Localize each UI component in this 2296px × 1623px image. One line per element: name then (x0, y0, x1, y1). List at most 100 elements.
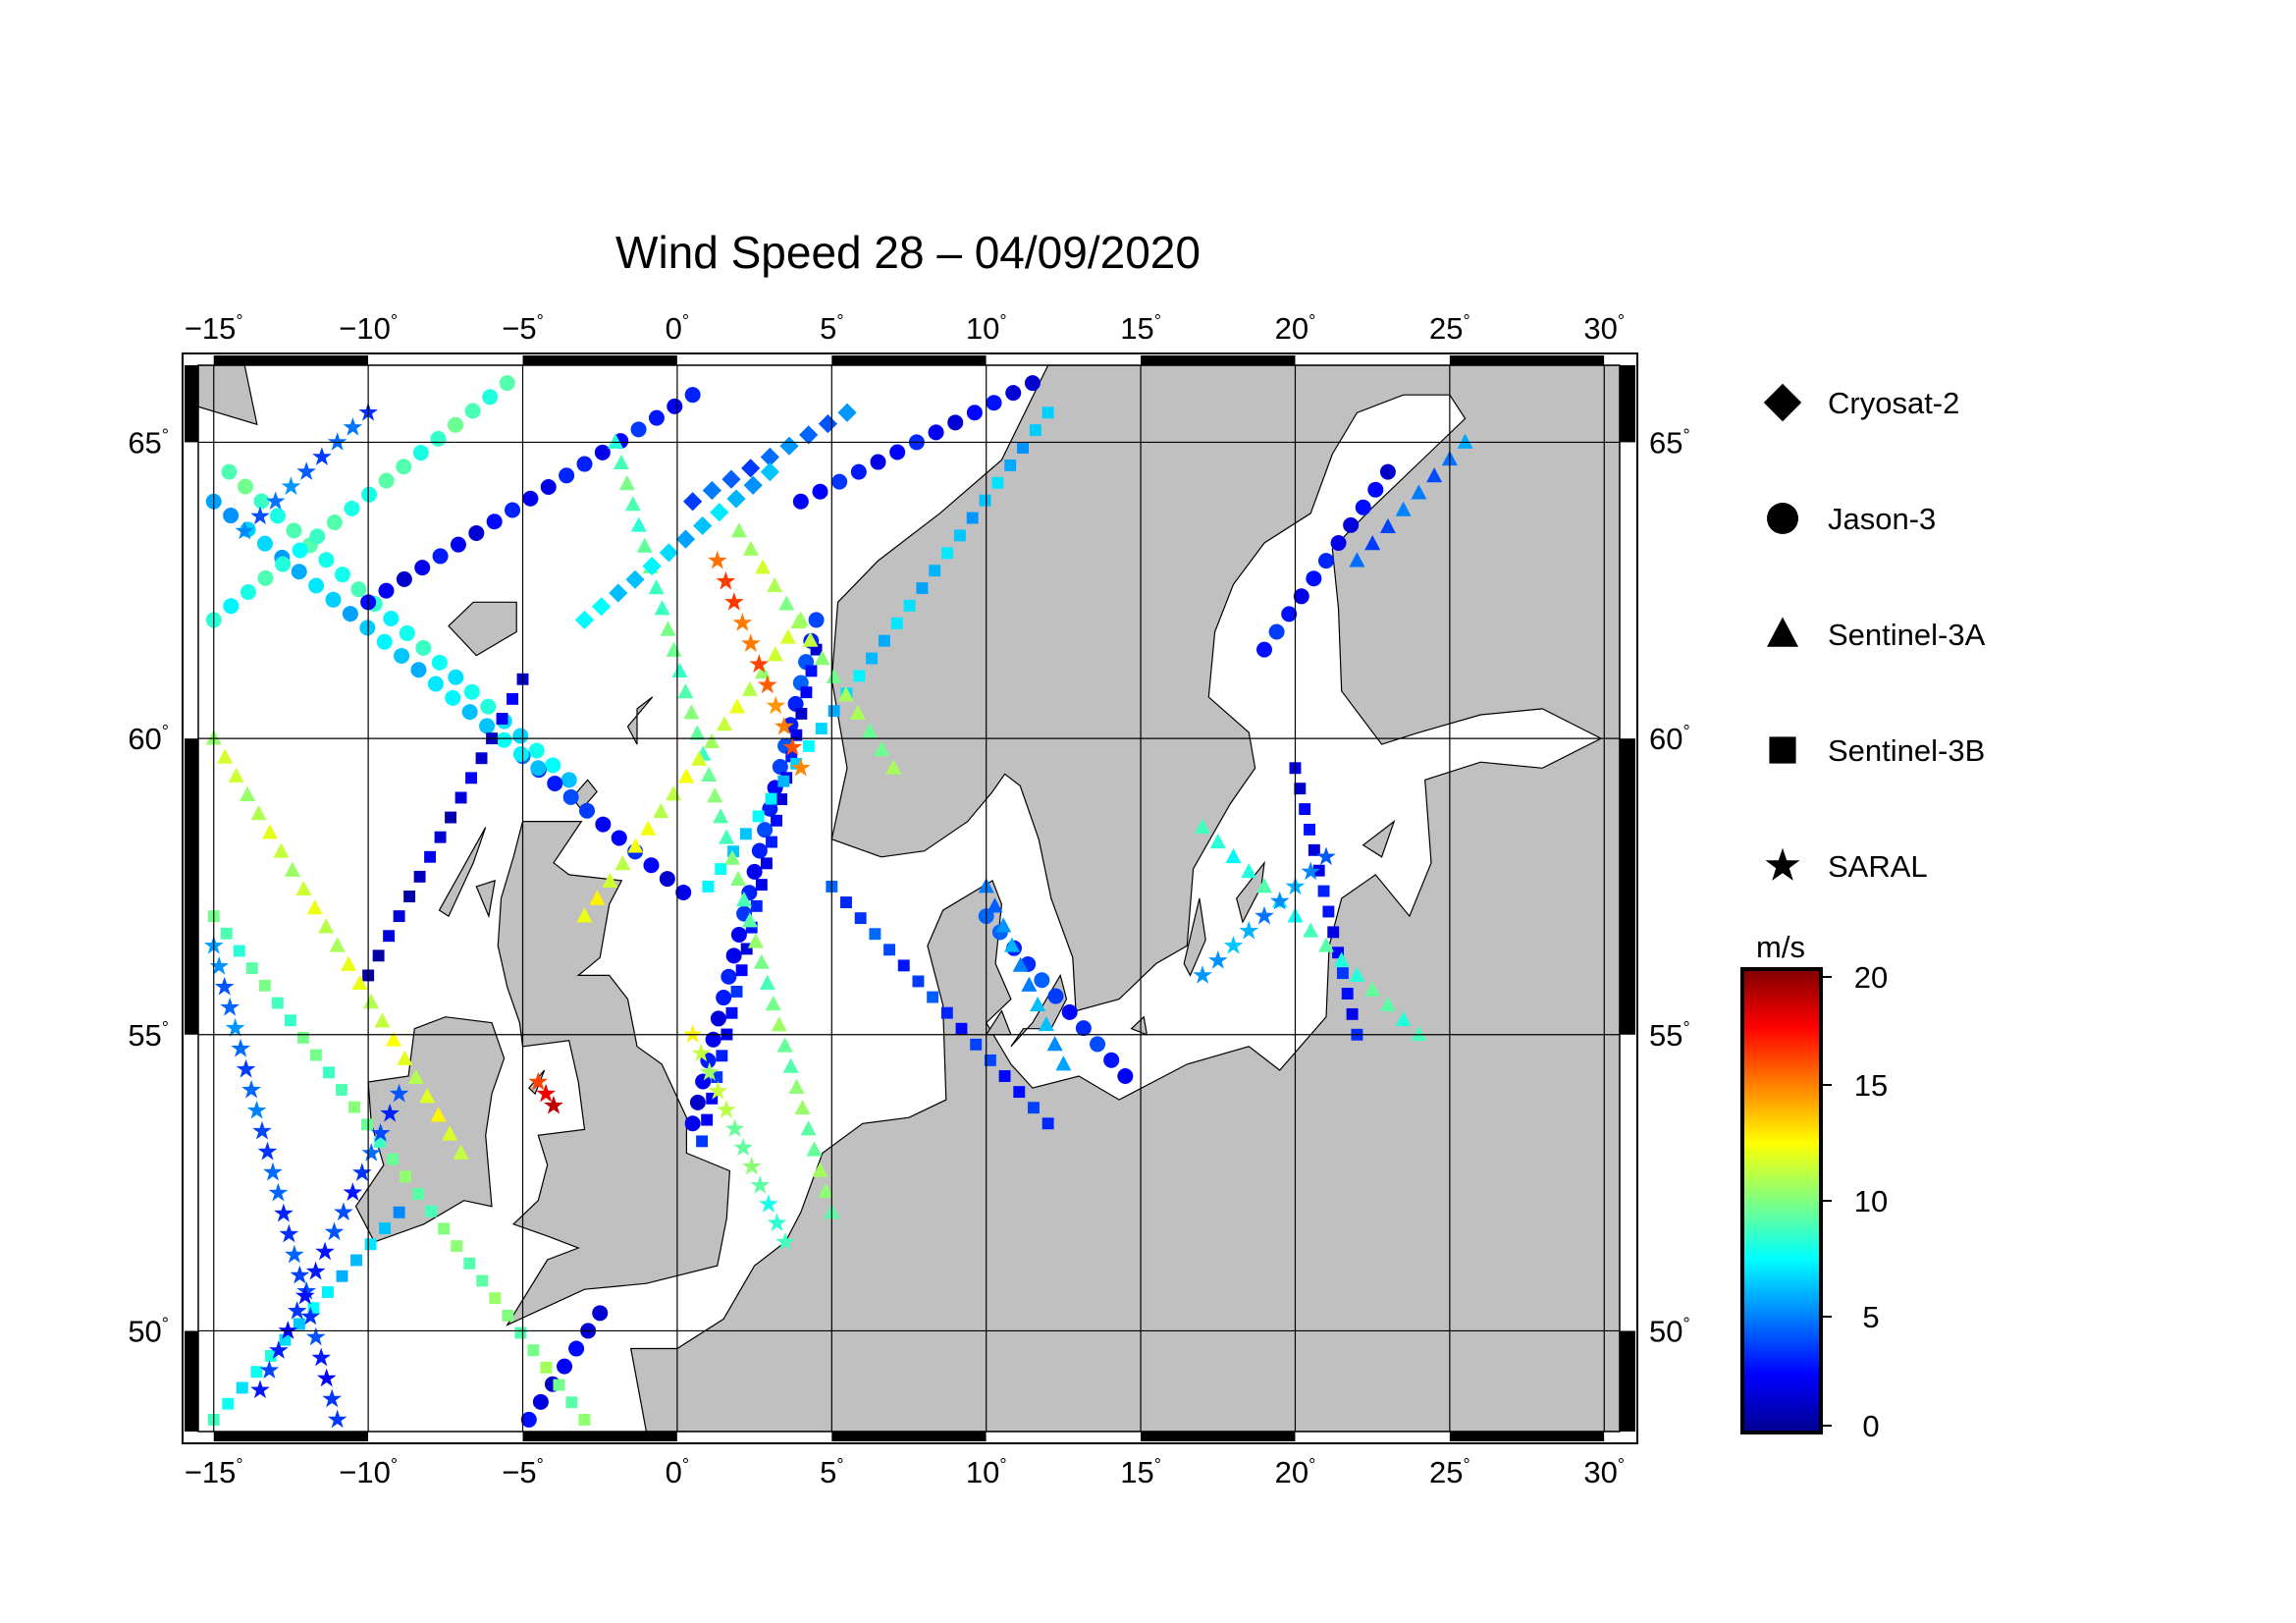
track-sentinel-3b (702, 406, 1054, 893)
square-data-point (929, 565, 941, 577)
triangle-data-point (724, 849, 741, 865)
square-data-point (374, 1136, 387, 1148)
colorbar-tick-label: 0 (1862, 1409, 1879, 1443)
colorbar-gradient (1740, 967, 1823, 1434)
star-data-point (1193, 965, 1212, 984)
star-data-point (380, 1103, 400, 1122)
square-data-point (979, 494, 991, 507)
square-data-point (307, 1302, 320, 1315)
circle-data-point (318, 552, 335, 568)
circle-data-point (594, 444, 611, 460)
circle-data-point (445, 689, 461, 706)
square-data-point (883, 944, 896, 956)
square-data-point (463, 1257, 476, 1270)
triangle-data-point (295, 880, 312, 896)
star-data-point (741, 633, 761, 652)
frame-bar-bottom (1604, 1432, 1620, 1441)
star-data-point (1223, 935, 1244, 954)
square-data-point (1013, 1086, 1026, 1099)
circle-data-point (383, 610, 400, 626)
star-data-point (300, 1306, 321, 1325)
triangle-data-point (849, 704, 866, 720)
star-data-point (241, 1079, 261, 1099)
triangle-data-point (995, 917, 1012, 933)
square-data-point (854, 912, 867, 925)
circle-data-point (291, 564, 307, 580)
square-data-point (364, 1238, 377, 1251)
square-data-point (1308, 843, 1320, 856)
circle-data-point (308, 577, 325, 594)
circle-data-point (359, 620, 376, 636)
track-sentinel-3a (1195, 818, 1427, 1042)
circle-data-point (751, 842, 768, 859)
diamond-data-point (625, 569, 645, 589)
circle-data-point (378, 472, 395, 489)
square-data-point (296, 1031, 309, 1044)
circle-data-point (530, 760, 547, 777)
track-jason-3 (978, 908, 1134, 1084)
star-data-point (741, 1156, 762, 1175)
square-data-point (271, 997, 284, 1009)
square-data-point (805, 665, 818, 677)
triangle-data-point (640, 820, 657, 836)
triangle-data-point (654, 600, 670, 616)
square-data-point (998, 1070, 1011, 1082)
triangle-data-point (419, 1088, 436, 1104)
lon-tick-label-top: −10° (339, 311, 398, 346)
lon-tick-label-bottom: 25° (1429, 1455, 1470, 1489)
star-data-point (361, 1143, 382, 1162)
circle-data-point (344, 500, 360, 516)
circle-data-point (1367, 481, 1384, 498)
square-data-point (878, 634, 890, 647)
triangle-data-point (329, 937, 346, 952)
circle-data-point (725, 947, 742, 964)
triangle-data-point (778, 595, 795, 611)
star-data-point (370, 1123, 391, 1142)
lat-tick-label-left: 65° (128, 425, 169, 460)
triangle-data-point (660, 621, 676, 636)
circle-data-point (947, 414, 964, 431)
colorbar-ticks: 0 5 10 15 20 (1821, 960, 1888, 1443)
square-data-point (869, 928, 881, 941)
diamond-data-point (693, 515, 713, 536)
triangle-data-point (782, 1057, 799, 1073)
square-data-point (1017, 442, 1029, 454)
star-data-point (257, 1141, 278, 1161)
frame-bar-left (185, 1034, 198, 1331)
diamond-data-point (799, 425, 819, 445)
triangle-data-point (1256, 878, 1272, 893)
square-data-point (766, 836, 777, 848)
frame-bar-top (522, 355, 677, 365)
triangle-data-point (1349, 552, 1365, 568)
circle-data-point (450, 536, 466, 553)
circle-data-point (412, 445, 429, 461)
star-data-point (327, 1409, 347, 1429)
frame-bar-top (986, 355, 1142, 365)
plot-inner-border (197, 364, 1621, 1433)
square-data-point (803, 739, 815, 752)
circle-data-point (1306, 570, 1322, 587)
triangle-data-point (707, 787, 723, 803)
land-polygon (438, 827, 487, 917)
circle-data-point (762, 800, 778, 817)
frame-bar-left (185, 442, 198, 739)
triangle-data-point (385, 1031, 401, 1047)
diamond-data-point (743, 475, 763, 495)
square-data-point (866, 652, 879, 665)
square-data-point (810, 643, 823, 656)
lon-tick-label-bottom: −5° (502, 1455, 544, 1489)
track-cryosat-2 (574, 462, 779, 630)
square-data-point (425, 1205, 438, 1217)
triangle-data-point (576, 907, 593, 923)
map-outer-border (182, 352, 1638, 1444)
square-data-point (293, 1318, 305, 1330)
colorbar-unit: m/s (1756, 930, 1805, 964)
land-polygon (1362, 819, 1396, 858)
triangle-data-point (1395, 1010, 1412, 1027)
circle-data-point (240, 584, 256, 601)
square-data-point (984, 1054, 996, 1066)
triangle-data-point (671, 662, 688, 678)
diamond-data-point (659, 543, 678, 563)
circle-data-point (221, 463, 238, 480)
triangle-data-point (1457, 433, 1473, 449)
